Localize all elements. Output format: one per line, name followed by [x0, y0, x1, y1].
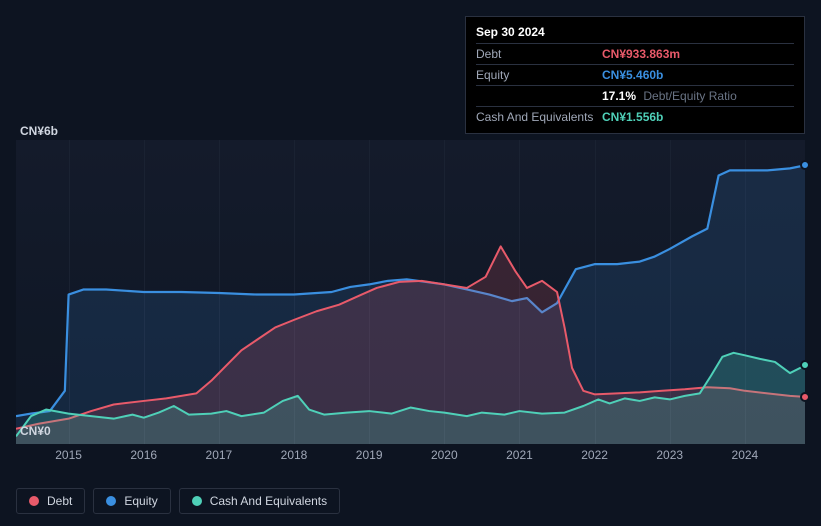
x-tick-label: 2015 — [55, 448, 82, 462]
tooltip-date: Sep 30 2024 — [476, 23, 794, 43]
y-axis-label-bottom: CN¥0 — [20, 424, 51, 438]
chart-container: Sep 30 2024 DebtCN¥933.863mEquityCN¥5.46… — [0, 0, 821, 526]
tooltip-row: EquityCN¥5.460b — [476, 64, 794, 85]
x-tick-label: 2020 — [431, 448, 458, 462]
x-tick-label: 2023 — [656, 448, 683, 462]
legend-label: Equity — [124, 494, 157, 508]
legend-swatch — [29, 496, 39, 506]
x-tick-label: 2022 — [581, 448, 608, 462]
tooltip-row-label: Debt — [476, 47, 602, 61]
x-tick-label: 2019 — [356, 448, 383, 462]
tooltip-row: 17.1% Debt/Equity Ratio — [476, 85, 794, 106]
tooltip-row-label: Cash And Equivalents — [476, 110, 602, 124]
tooltip-row-label — [476, 89, 602, 103]
legend-label: Cash And Equivalents — [210, 494, 327, 508]
x-tick-label: 2017 — [206, 448, 233, 462]
tooltip-row-extra: Debt/Equity Ratio — [640, 89, 737, 103]
legend-item-equity[interactable]: Equity — [93, 488, 170, 514]
tooltip-row-value: CN¥5.460b — [602, 68, 794, 82]
legend-swatch — [192, 496, 202, 506]
equity-end-marker — [800, 160, 810, 170]
plot-area[interactable] — [16, 140, 805, 444]
x-axis: 2015 2016 2017 2018 2019 2020 2021 2022 2023 2024 — [16, 448, 805, 468]
cash-end-marker — [800, 360, 810, 370]
x-tick-label: 2018 — [281, 448, 308, 462]
tooltip-row-label: Equity — [476, 68, 602, 82]
legend-swatch — [106, 496, 116, 506]
x-tick-label: 2016 — [130, 448, 157, 462]
tooltip-row-value: CN¥933.863m — [602, 47, 794, 61]
y-axis-label-top: CN¥6b — [20, 124, 58, 138]
legend-item-cash-and-equivalents[interactable]: Cash And Equivalents — [179, 488, 340, 514]
tooltip-row: Cash And EquivalentsCN¥1.556b — [476, 106, 794, 127]
debt-end-marker — [800, 392, 810, 402]
x-tick-label: 2024 — [732, 448, 759, 462]
tooltip-row-value: CN¥1.556b — [602, 110, 794, 124]
tooltip-row-value: 17.1% Debt/Equity Ratio — [602, 89, 794, 103]
tooltip-panel: Sep 30 2024 DebtCN¥933.863mEquityCN¥5.46… — [465, 16, 805, 134]
legend: Debt Equity Cash And Equivalents — [16, 488, 340, 514]
tooltip-row: DebtCN¥933.863m — [476, 43, 794, 64]
chart-svg — [16, 140, 805, 444]
x-tick-label: 2021 — [506, 448, 533, 462]
legend-label: Debt — [47, 494, 72, 508]
legend-item-debt[interactable]: Debt — [16, 488, 85, 514]
